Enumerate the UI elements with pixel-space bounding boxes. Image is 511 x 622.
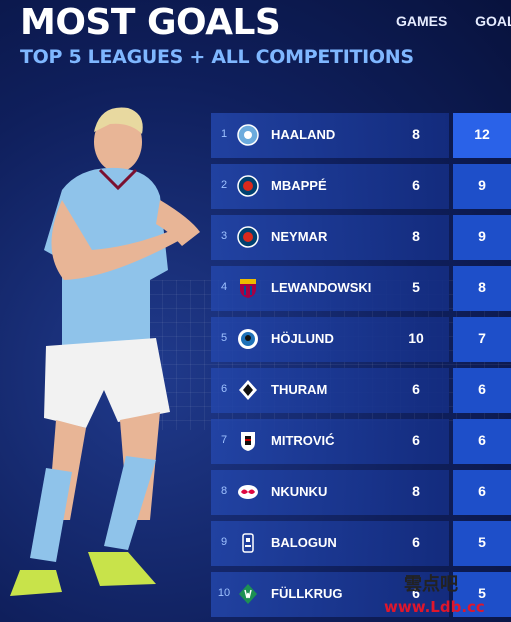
games-played: 8	[412, 483, 420, 499]
goals-cell: 6	[453, 368, 511, 413]
rank: 7	[220, 434, 228, 446]
rank: 8	[220, 485, 228, 497]
player-name: MITROVIĆ	[271, 433, 335, 448]
goals-scored: 9	[478, 228, 486, 244]
psg-crest-icon	[237, 175, 259, 197]
rank: 9	[220, 536, 228, 548]
games-played: 6	[412, 177, 420, 193]
table-row: 4 LEWANDOWSKI 5 8	[211, 266, 511, 311]
goals-scored: 7	[478, 330, 486, 346]
leipzig-crest-icon	[238, 485, 258, 499]
table-row: 5 HÖJLUND 10 7	[211, 317, 511, 362]
games-played: 5	[412, 279, 420, 295]
games-played: 6	[412, 585, 420, 601]
goals-scored: 12	[474, 126, 490, 142]
rank: 10	[217, 587, 231, 599]
row-main-cell: 2 MBAPPÉ 6	[211, 164, 449, 209]
rank: 2	[220, 179, 228, 191]
psg-crest-icon	[237, 226, 259, 248]
games-played: 8	[412, 228, 420, 244]
watermark: 雲点吧 www.Ldb.cc	[384, 570, 504, 620]
games-played: 6	[412, 534, 420, 550]
games-played: 6	[412, 381, 420, 397]
goals-cell: 12	[453, 113, 511, 158]
goals-cell: 6	[453, 470, 511, 515]
rank: 6	[220, 383, 228, 395]
row-main-cell: 9 BALOGUN 6	[211, 521, 449, 566]
player-name: NEYMAR	[271, 229, 328, 244]
table-row: 2 MBAPPÉ 6 9	[211, 164, 511, 209]
table-row: 7 MITROVIĆ 6 6	[211, 419, 511, 464]
goals-cell: 5	[453, 521, 511, 566]
goals-scored: 6	[478, 432, 486, 448]
gladbach-crest-icon	[239, 380, 257, 400]
player-name: LEWANDOWSKI	[271, 280, 372, 295]
rank: 4	[220, 281, 228, 293]
player-name: THURAM	[271, 382, 328, 397]
goals-cell: 5	[453, 572, 511, 617]
table-row: 10 FÜLLKRUG 6 5	[211, 572, 511, 617]
watermark-url: www.Ldb.cc	[384, 598, 485, 616]
column-header-goals: GOALS	[475, 13, 511, 29]
games-played: 10	[408, 330, 424, 346]
row-main-cell: 6 THURAM 6	[211, 368, 449, 413]
row-main-cell: 10 FÜLLKRUG 6	[211, 572, 449, 617]
row-main-cell: 5 HÖJLUND 10	[211, 317, 449, 362]
column-header-games: GAMES	[396, 13, 448, 29]
watermark-logo: 雲点吧	[404, 574, 458, 595]
row-main-cell: 3 NEYMAR 8	[211, 215, 449, 260]
man-city-crest-icon	[237, 124, 259, 146]
row-main-cell: 8 NKUNKU 8	[211, 470, 449, 515]
player-illustration	[10, 107, 200, 596]
goals-cell: 7	[453, 317, 511, 362]
table-row: 9 BALOGUN 6 5	[211, 521, 511, 566]
goals-scored: 5	[478, 534, 486, 550]
table-row: 8 NKUNKU 8 6	[211, 470, 511, 515]
player-name: HAALAND	[271, 127, 336, 142]
goals-scored: 6	[478, 483, 486, 499]
atalanta-crest-icon	[238, 329, 258, 349]
werder-crest-icon	[239, 584, 257, 604]
goals-scored: 8	[478, 279, 486, 295]
player-name: FÜLLKRUG	[271, 586, 343, 601]
rank: 3	[220, 230, 228, 242]
fulham-crest-icon	[241, 432, 255, 451]
row-main-cell: 1 HAALAND 8	[211, 113, 449, 158]
goals-cell: 9	[453, 215, 511, 260]
goals-scored: 5	[478, 585, 486, 601]
goals-scored: 9	[478, 177, 486, 193]
games-played: 8	[412, 126, 420, 142]
rank: 1	[220, 128, 228, 140]
barcelona-crest-icon	[240, 279, 256, 298]
player-name: MBAPPÉ	[271, 178, 327, 193]
row-main-cell: 7 MITROVIĆ 6	[211, 419, 449, 464]
goals-cell: 9	[453, 164, 511, 209]
goals-cell: 6	[453, 419, 511, 464]
table-row: 6 THURAM 6 6	[211, 368, 511, 413]
games-played: 6	[412, 432, 420, 448]
goals-cell: 8	[453, 266, 511, 311]
row-main-cell: 4 LEWANDOWSKI 5	[211, 266, 449, 311]
reims-crest-icon	[242, 533, 254, 553]
goals-scored: 6	[478, 381, 486, 397]
player-name: BALOGUN	[271, 535, 337, 550]
rank: 5	[220, 332, 228, 344]
player-name: NKUNKU	[271, 484, 328, 499]
page-title: MOST GOALS	[20, 2, 281, 43]
page-subtitle: TOP 5 LEAGUES + ALL COMPETITIONS	[20, 46, 414, 68]
player-name: HÖJLUND	[271, 331, 334, 346]
table-row: 3 NEYMAR 8 9	[211, 215, 511, 260]
table-row: 1 HAALAND 8 12	[211, 113, 511, 158]
